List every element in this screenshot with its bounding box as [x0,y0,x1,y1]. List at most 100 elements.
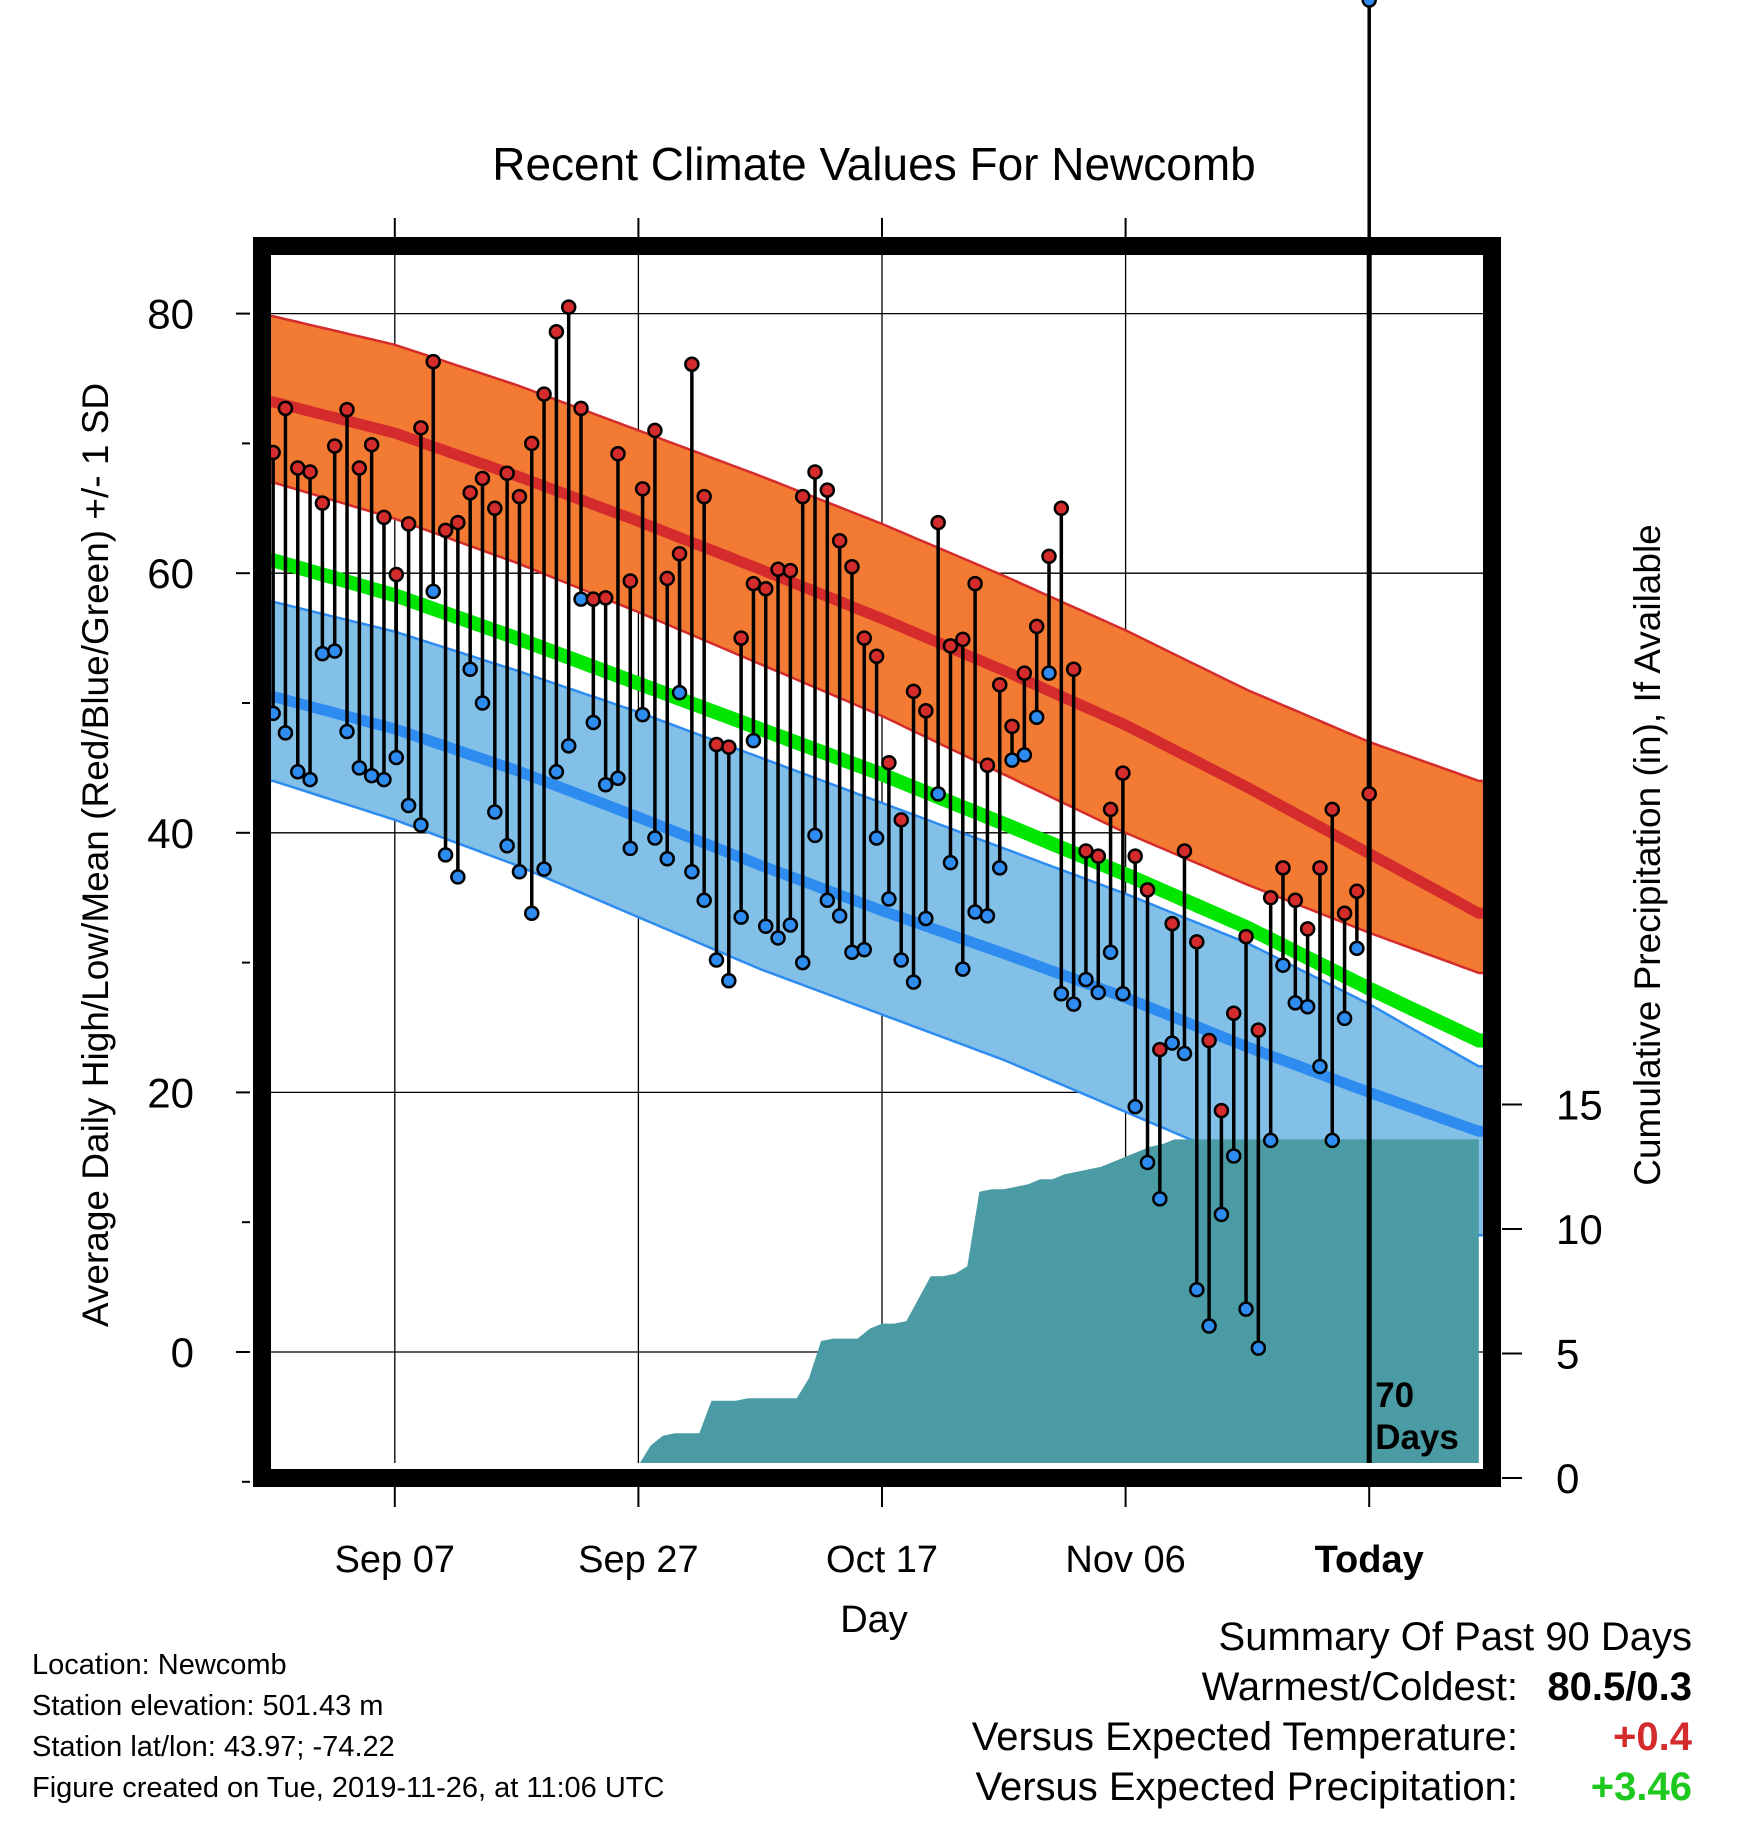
y2-tick-label: 0 [1556,1455,1579,1502]
observation-low-point [622,840,639,857]
observation-high-point [1127,848,1143,864]
observation-high-point [1176,843,1193,859]
observation-day [831,533,848,924]
observation-low-point [511,863,528,880]
observation-high-point [1041,548,1057,565]
observation-low-point [302,771,318,788]
observation-high-point [1164,915,1180,932]
observation-day [376,509,392,788]
axes: 0 20 40 60 80 0 5 10 15 Sep 07 Sep 27 Oct 17 Nov 06 T… [147,218,1603,1581]
observation-day [659,570,675,867]
observation-low-point [1287,995,1304,1011]
observation-high-point [770,561,786,578]
observation-day [265,444,281,722]
observation-low-point [696,892,712,909]
observation-high-point [474,470,491,487]
observation-high-point [314,495,331,511]
observation-high-point [831,533,848,549]
observation-low-point [794,954,811,971]
observation-low-point [351,760,368,776]
observation-low-point [881,891,897,907]
summary-temp-row: Versus Expected Temperature: +0.4 [972,1712,1692,1762]
observation-low-point [610,770,626,787]
observation-day [400,516,417,814]
observation-low-point [1312,1058,1328,1075]
observation-high-point [376,509,392,526]
observation-day [1041,548,1057,681]
chart-title: Recent Climate Values For Newcomb [492,138,1256,190]
observation-low-point [314,645,331,662]
observation-low-point [597,777,614,793]
observation-high-point [844,558,860,575]
observation-day [1152,1041,1168,1207]
observation-high-point [339,401,355,418]
observation-high-point [1349,883,1365,899]
observations [253,0,1377,1356]
observation-day [1262,889,1279,1149]
observation-day [1299,921,1316,1015]
observation-low-point [1189,1281,1205,1298]
observation-high-point [1238,928,1254,945]
observation-day [721,739,737,989]
observation-high-point [462,484,478,501]
observation-day [425,353,441,600]
observation-day [388,566,405,766]
observation-high-point [450,514,466,531]
observation-low-point [918,910,934,927]
observation-high-point [782,562,799,579]
observation-day [955,631,971,977]
observation-high-point [560,299,577,315]
observation-day [794,488,811,971]
observation-low-point [1139,1154,1156,1171]
observation-day [819,482,836,909]
observation-day [499,465,515,854]
observation-low-point [1115,986,1131,1002]
observation-low-point [290,764,306,780]
observation-day [339,401,355,740]
observation-low-point [647,830,663,846]
y-tick-label: 60 [147,550,194,597]
observation-day [991,677,1008,876]
summary-heading: Summary Of Past 90 Days [1218,1615,1692,1659]
observation-low-point [1361,0,1377,8]
observation-high-point [708,736,725,753]
observation-day [622,573,639,857]
observation-low-point [388,749,405,766]
observation-day [1115,765,1131,1002]
observation-low-point [1028,709,1045,726]
y-axis-label: Average Daily High/Low/Mean (Red/Blue/Gr… [75,383,116,1327]
observation-day [1275,860,1291,973]
observation-high-point [1053,500,1070,517]
observation-low-point [1299,998,1316,1015]
observation-day [524,435,540,922]
observation-day [462,484,478,678]
observation-low-point [1053,986,1070,1002]
observation-day [868,648,885,846]
x-tick-label: Oct 17 [826,1539,938,1581]
observation-day [1287,892,1304,1011]
observation-low-point [1102,944,1119,960]
observation-day [1139,882,1156,1171]
observation-day [474,470,491,711]
observation-high-point [1028,618,1045,635]
created-text: Figure created on Tue, 2019-11-26, at 11… [32,1772,665,1804]
observation-day [967,575,983,920]
observation-low-point [1336,1010,1353,1027]
observation-high-point [290,460,306,476]
observation-high-point [1201,1032,1217,1049]
precipitation-area [639,1139,1479,1463]
observation-high-point [425,353,441,370]
observation-high-point [819,482,836,498]
observation-day [647,422,663,846]
observation-low-point [548,764,565,780]
warmest-label: Warmest/Coldest: [1201,1665,1518,1709]
observation-day [413,420,429,833]
observation-low-point [831,908,848,924]
observation-low-point [819,892,836,909]
observation-high-point [696,488,712,505]
observation-high-point [647,422,663,439]
observation-day [1127,848,1143,1115]
x-tick-label: Nov 06 [1065,1539,1185,1581]
y-tick-label: 80 [147,291,194,338]
observation-high-point [856,630,873,646]
